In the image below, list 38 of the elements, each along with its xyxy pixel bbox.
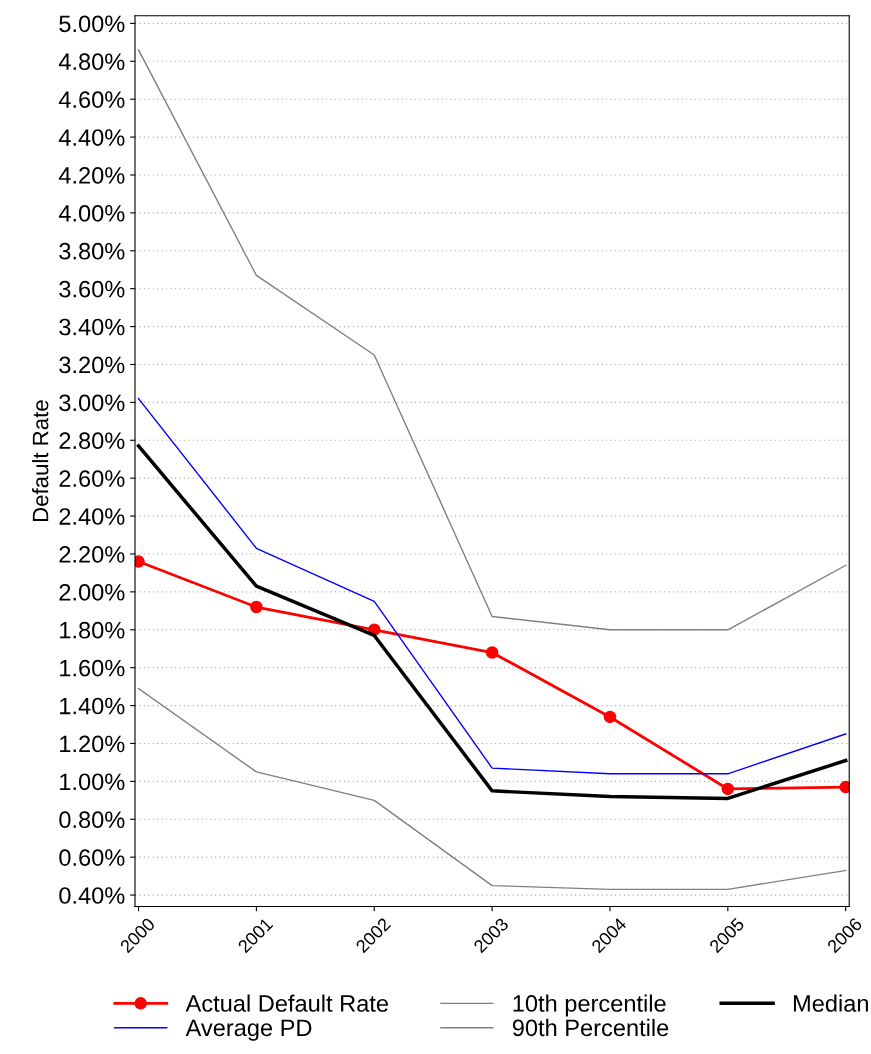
y-tick-label: 3.40%: [59, 318, 125, 336]
y-tick-label: 4.00%: [58, 204, 125, 222]
y-tick-label: 2.60%: [59, 470, 125, 487]
y-tick-label: 3.60%: [59, 280, 125, 298]
point: [839, 780, 850, 794]
point: [603, 710, 617, 724]
y-tick-label: 3.00%: [59, 394, 125, 412]
line-series: [137, 687, 847, 891]
y-tick-label: 1.60%: [60, 659, 125, 677]
y-tick-label: 0.60%: [59, 849, 125, 866]
y-tick-label: 4.60%: [58, 91, 125, 108]
line-series: [137, 49, 847, 631]
y-tick-label: 5.00%: [59, 15, 125, 33]
point: [485, 646, 499, 659]
legend-label: Actual Default Rate: [185, 994, 388, 1012]
y-tick-label: 2.40%: [59, 508, 125, 525]
y-tick-label: 0.80%: [59, 811, 125, 829]
y-tick-label: 2.80%: [59, 432, 125, 450]
y-tick-label: 3.20%: [59, 356, 125, 374]
legend-label: Average PD: [185, 1019, 312, 1041]
legend-label: 90th Percentile: [512, 1018, 669, 1037]
y-tick-label: 1.20%: [60, 735, 125, 753]
y-axis-title: Default Rate: [32, 400, 49, 522]
line-series: [137, 397, 847, 775]
legend-label: 10th percentile: [513, 994, 666, 1017]
y-tick-label: 1.80%: [60, 621, 125, 639]
point: [250, 600, 263, 614]
y-tick-label: 0.40%: [59, 887, 125, 904]
y-tick-label: 2.20%: [59, 546, 125, 563]
y-tick-label: 3.80%: [59, 242, 125, 260]
point: [721, 782, 735, 796]
y-tick-label: 1.00%: [60, 773, 125, 791]
y-tick-label: 4.20%: [58, 167, 125, 184]
y-tick-label: 4.80%: [58, 53, 125, 71]
legend-label: Median: [793, 994, 868, 1012]
y-tick-label: 4.40%: [58, 129, 125, 146]
y-tick-label: 2.00%: [59, 583, 125, 601]
y-tick-label: 1.40%: [60, 697, 125, 715]
